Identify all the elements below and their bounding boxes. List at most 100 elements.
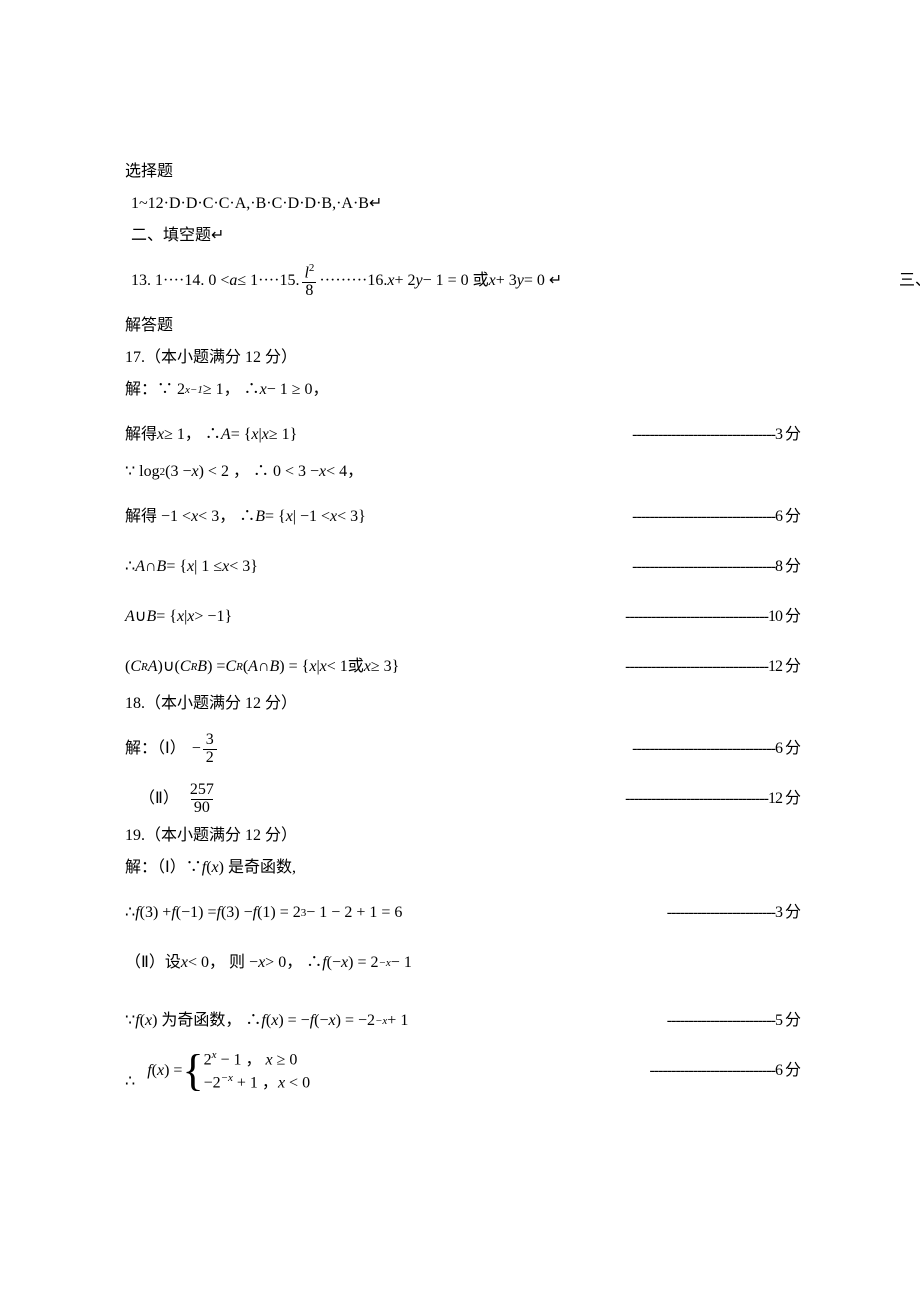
q17-l4d: B	[255, 505, 265, 529]
q17-l7r: x	[364, 655, 371, 679]
q17-l7k: ∩	[258, 655, 270, 679]
q17-l7sub3: R	[236, 659, 243, 676]
q19-l4k: (−	[314, 1009, 328, 1033]
q17-l1c: x	[260, 378, 267, 402]
q19-l2j: − 1 − 2 + 1 = 6	[306, 901, 402, 925]
q19-title: 19.（本小题满分 12 分）	[125, 824, 810, 848]
frac15-sup: 2	[309, 262, 315, 274]
frac15-den: 8	[302, 282, 316, 300]
mc-answers: 1~12·D·D·C·C·A,·B·C·D·D·B,·A·B↵	[131, 192, 382, 216]
q17-score-8: ---------------------------------8 分	[632, 555, 810, 579]
q19-l5d: x	[157, 1059, 164, 1083]
mc-title-text: 选择题	[125, 160, 173, 184]
q17-score-12: ---------------------------------12 分	[625, 655, 810, 679]
q19-l1e: ) 是奇函数,	[219, 856, 296, 880]
q19-l3a: （Ⅱ）设	[125, 951, 181, 975]
section-mc-title: 选择题	[125, 160, 810, 184]
q19-line2: ∴ f (3) + f (−1) = f (3) − f (1) = 2 3 −…	[125, 888, 810, 938]
q19-l2e: (−1) =	[176, 901, 217, 925]
q17-l3d: ) < 2 ， ∴ 0 < 3 −	[199, 460, 319, 484]
q18-f2-den: 90	[191, 799, 213, 817]
q17-l7n: x	[309, 655, 316, 679]
q19-c2c: x	[278, 1074, 285, 1091]
q18-title-text: 18.（本小题满分 12 分）	[125, 692, 297, 716]
q19-l3c: < 0， 则 −	[188, 951, 258, 975]
q17-score-6: ---------------------------------6 分	[632, 505, 810, 529]
q19-c2d: < 0	[285, 1074, 310, 1091]
q19-l3g: (−	[327, 951, 341, 975]
q19-l2g: (3) −	[221, 901, 253, 925]
q17-l2f: x	[251, 423, 258, 447]
q17-l7d: )∪(	[158, 655, 180, 679]
q17-score-10: ---------------------------------10 分	[625, 605, 810, 629]
q19-l2c: (3) +	[140, 901, 172, 925]
q18-line1: 解：（Ⅰ） − 3 2 ----------------------------…	[125, 724, 810, 774]
brace-icon: {	[182, 1049, 203, 1093]
q17-l7f: B	[197, 655, 207, 679]
q17-l5a: ∴	[125, 555, 135, 579]
q17-l4g: | −1 <	[293, 505, 330, 529]
q17-l1a: 解：∵ 2	[125, 378, 185, 402]
q19-l4n: + 1	[387, 1009, 408, 1033]
q19-l4a: ∵	[125, 1009, 135, 1033]
q19-score-3: -------------------------3 分	[667, 901, 810, 925]
q19-l3j: − 1	[391, 951, 412, 975]
q17-line6: A ∪ B = { x | x > −1} ------------------…	[125, 592, 810, 642]
q19-title-text: 19.（本小题满分 12 分）	[125, 824, 297, 848]
q17-l7l: B	[270, 655, 280, 679]
q17-l6h: > −1}	[194, 605, 232, 629]
fill-answers-row: 13. 1····14. 0 < a ≤ 1····15. l2 8 ·····…	[125, 256, 816, 306]
fill-14-end: ≤ 1····15.	[237, 269, 299, 293]
fill-eq1-y: y	[415, 269, 422, 293]
q17-l4i: < 3}	[337, 505, 366, 529]
q17-l7h: C	[225, 655, 236, 679]
q17-l5b: A	[135, 555, 145, 579]
q17-line5: ∴ A ∩ B = { x | 1 ≤ x < 3} -------------…	[125, 542, 810, 592]
q17-l7j: A	[248, 655, 258, 679]
q17-l6c: B	[147, 605, 157, 629]
q19-cases: { 2x − 1 ， x ≥ 0 −2−x + 1 ，x < 0	[182, 1048, 310, 1094]
q17-l7g: ) =	[207, 655, 225, 679]
q19-line5: ∴ f ( x ) = { 2x − 1 ， x ≥ 0 −2−x + 1 ，x…	[125, 1046, 810, 1096]
q17-l1b: ≥ 1， ∴	[203, 378, 260, 402]
q19-l2a: ∴	[125, 901, 135, 925]
q17-l4h: x	[330, 505, 337, 529]
q17-l4e: = {	[265, 505, 286, 529]
q17-l4b: x	[191, 505, 198, 529]
fill-eq2-y: y	[517, 269, 524, 293]
q17-line3: ∵ log 2 (3 − x ) < 2 ， ∴ 0 < 3 − x < 4，	[125, 460, 810, 484]
q17-line2: 解得 x ≥ 1， ∴ A = { x | x ≥ 1} -----------…	[125, 410, 810, 460]
q19-l1d: x	[212, 856, 219, 880]
q17-line4: 解得 −1 < x < 3， ∴ B = { x | −1 < x < 3} -…	[125, 492, 810, 542]
q18-frac2: 257 90	[187, 782, 217, 817]
q17-l5e: = {	[166, 555, 187, 579]
q19-l1a: 解：（Ⅰ）∵	[125, 856, 202, 880]
q18-frac1: 3 2	[203, 732, 217, 767]
q17-l6d: = {	[156, 605, 177, 629]
q17-l7sub2: R	[191, 659, 198, 676]
q17-l3b: (3 −	[165, 460, 191, 484]
q17-l5i: < 3}	[229, 555, 258, 579]
q19-l3sup: −x	[378, 955, 390, 972]
q19-c1d: ≥ 0	[273, 1051, 298, 1068]
q19-l3b: x	[181, 951, 188, 975]
q17-l6b: ∪	[135, 605, 147, 629]
q19-l4i: ) = −	[278, 1009, 309, 1033]
fill-16-lead: ·········16.	[319, 269, 387, 293]
fill-eq2-b: + 3	[496, 269, 517, 293]
q17-score-3: ---------------------------------3 分	[632, 423, 810, 447]
q17-l1-exp: x−1	[185, 382, 203, 399]
q17-l5c: ∩	[145, 555, 157, 579]
q18-l2a: （Ⅱ）	[139, 787, 179, 811]
fill-15-frac: l2 8	[301, 263, 317, 300]
q19-l5e: ) =	[164, 1059, 182, 1083]
q17-l4f: x	[286, 505, 293, 529]
fill-eq1-b: + 2	[394, 269, 415, 293]
q19-l4e: ) 为奇函数， ∴	[152, 1009, 261, 1033]
q17-title: 17.（本小题满分 12 分）	[125, 346, 810, 370]
fill-eq1-d: − 1 = 0 或	[423, 269, 489, 293]
q17-l7e: C	[180, 655, 191, 679]
q19-l3h: x	[341, 951, 348, 975]
q17-l3c: x	[191, 460, 198, 484]
q19-c2a: −2	[204, 1074, 221, 1091]
